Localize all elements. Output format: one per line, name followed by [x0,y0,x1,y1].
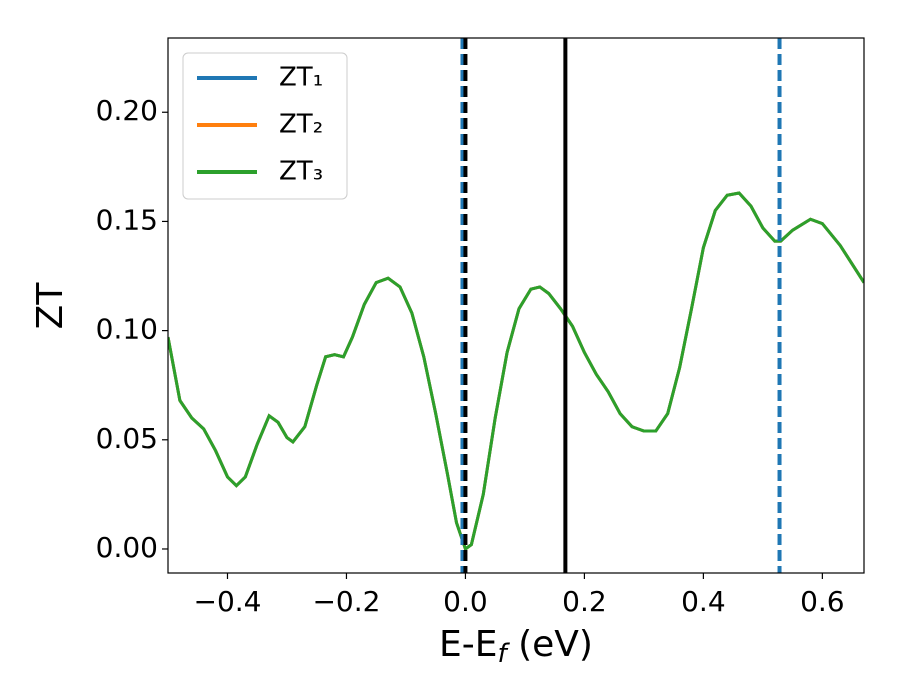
y-tick-label: 0.00 [96,531,158,564]
plot-frame [167,37,865,574]
x-tick-label: 0.2 [562,585,607,618]
x-axis-label: E-Ef (eV) [439,624,593,669]
y-axis-label: ZT [30,282,71,330]
legend-box [182,52,348,200]
x-tick-label: 0.6 [800,585,845,618]
x-tick-label: 0.4 [681,585,726,618]
y-tick-label: 0.15 [96,203,158,236]
y-tick-label: 0.05 [96,422,158,455]
x-tick-label: −0.2 [312,585,380,618]
x-tick-label: −0.4 [193,585,261,618]
y-tick-label: 0.20 [96,94,158,127]
series-line [168,191,864,552]
series-line [168,191,864,552]
x-tick-label: 0.0 [443,585,488,618]
plot [168,38,864,573]
legend-label: ZT₃ [279,157,323,187]
y-tick-label: 0.10 [96,313,158,346]
legend-label: ZT₂ [279,110,323,140]
series-line [168,191,864,552]
legend-label: ZT₁ [279,63,323,93]
